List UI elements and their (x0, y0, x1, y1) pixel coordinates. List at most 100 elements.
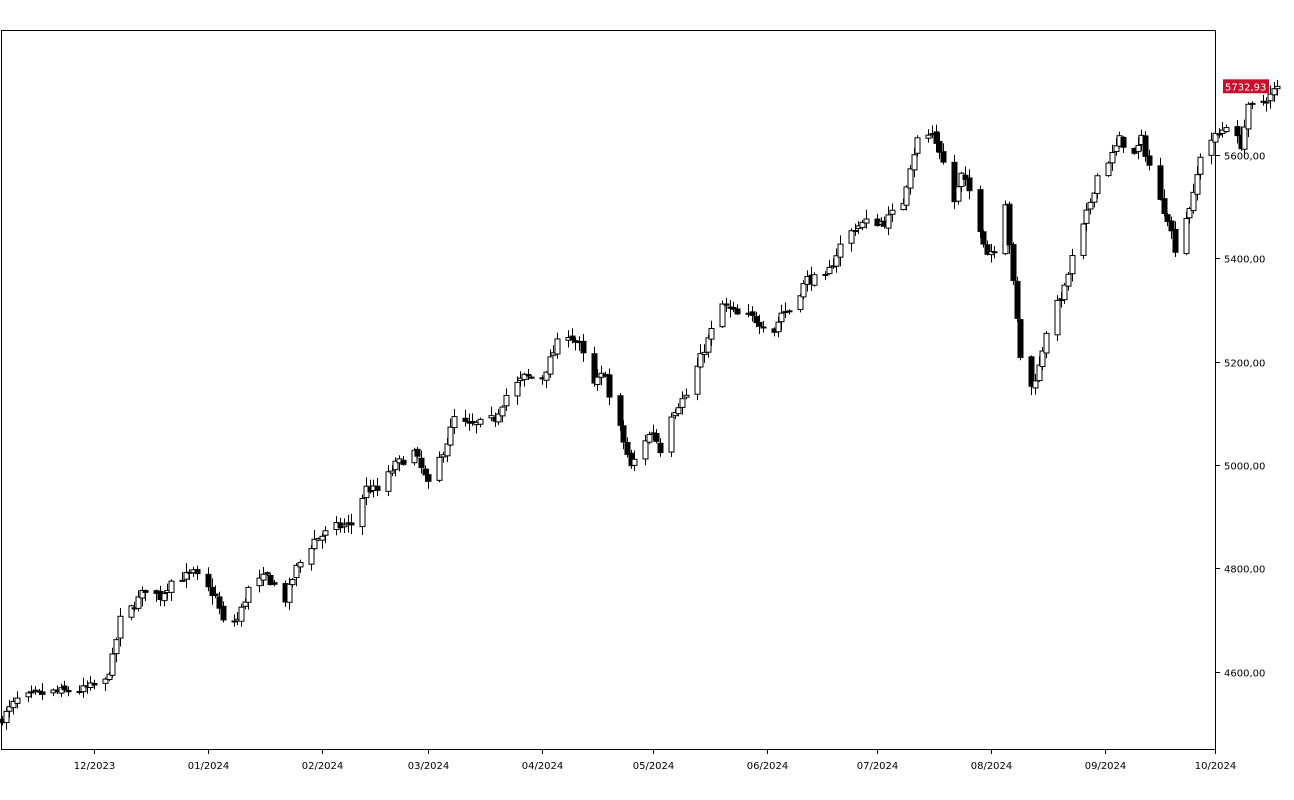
last-value-badge (1223, 79, 1269, 94)
candle-body-down (977, 189, 984, 232)
candle-body-down (91, 683, 98, 686)
candle-body-up (1061, 284, 1068, 301)
candle-body-up (914, 137, 921, 154)
candle-body-up (811, 274, 818, 286)
x-tick-label: 09/2024 (1085, 761, 1127, 772)
candle-body-up (488, 415, 495, 419)
candle-body-up (308, 548, 315, 565)
candle-body-down (756, 321, 763, 327)
candle-body-down (936, 140, 943, 153)
candle-body-up (392, 460, 399, 471)
candle-body-up (1197, 156, 1204, 175)
candle-body-down (271, 582, 278, 585)
candle-body-up (1135, 144, 1142, 152)
x-tick-label: 07/2024 (857, 761, 899, 772)
candle-body-up (668, 416, 675, 453)
candle-body-down (525, 374, 532, 377)
candle-body-up (447, 426, 454, 446)
candle-body-up (543, 371, 550, 381)
candle-body-up (1223, 127, 1230, 132)
candle-body-up (833, 255, 840, 267)
candle-body-down (212, 593, 219, 596)
candle-body-up (1183, 217, 1190, 254)
last-value-label: 5732,93 (1225, 82, 1266, 93)
candle-body-up (911, 154, 918, 171)
candle-body-down (730, 307, 737, 310)
candle-body-up (238, 606, 245, 622)
candle-body-up (109, 653, 116, 676)
candles-layer (0, 79, 1281, 730)
candle-body-down (194, 569, 201, 575)
candle-body-up (1080, 223, 1087, 256)
candle-body-up (28, 691, 35, 694)
x-tick-label: 01/2024 (188, 761, 230, 772)
x-tick-label: 06/2024 (747, 761, 789, 772)
candle-body-up (697, 353, 704, 368)
candle-body-up (477, 418, 484, 425)
candle-body-up (289, 578, 296, 586)
candle-body-up (14, 697, 21, 704)
candle-body-down (220, 605, 227, 621)
candle-body-down (753, 315, 760, 324)
candle-body-up (786, 310, 793, 313)
candle-body-up (1105, 162, 1112, 177)
x-axis: 12/2023 01/2024 02/2024 03/2024 04/2024 05/20… (74, 749, 1237, 772)
candle-body-up (1069, 255, 1076, 275)
candle-body-down (348, 522, 355, 526)
candle-body-up (594, 376, 601, 385)
candle-body-up (495, 413, 502, 423)
candle-body-up (907, 168, 914, 189)
candle-body-up (528, 376, 535, 379)
candle-body-up (102, 678, 109, 684)
candle-body-up (260, 573, 267, 581)
candle-body-down (39, 691, 46, 695)
candle-body-up (708, 328, 715, 340)
candle-body-up (925, 134, 932, 139)
candle-body-up (293, 564, 300, 579)
candle-body-down (580, 340, 587, 354)
candle-body-up (1091, 192, 1098, 203)
candle-body-up (168, 580, 175, 593)
candle-body-up (1241, 126, 1248, 150)
candle-body-down (606, 374, 613, 398)
candle-body-up (245, 586, 252, 603)
candle-body-down (1172, 228, 1179, 253)
candle-body-down (1120, 136, 1127, 148)
candle-body-up (1249, 102, 1256, 105)
candle-body-up (852, 229, 859, 232)
candle-body-down (418, 457, 425, 469)
candle-body-down (1142, 135, 1149, 157)
candle-body-up (322, 530, 329, 536)
candle-body-up (1271, 88, 1278, 96)
candle-body-up (1245, 103, 1252, 130)
x-tick-label: 02/2024 (302, 761, 344, 772)
y-tick-label: 5000,00 (1224, 462, 1265, 473)
candle-body-up (642, 440, 649, 460)
candle-body-up (80, 685, 87, 693)
candle-body-up (128, 605, 135, 618)
candle-body-down (940, 151, 947, 163)
x-tick-label: 10/2024 (1195, 761, 1237, 772)
candle-body-down (1168, 220, 1175, 232)
candle-body-down (264, 572, 271, 575)
candle-body-down (991, 251, 998, 254)
candle-body-down (65, 690, 72, 693)
candle-body-down (984, 244, 991, 255)
y-tick-label: 4800,00 (1224, 565, 1265, 576)
candle-body-up (719, 303, 726, 328)
candle-body-up (436, 456, 443, 481)
candle-body-up (694, 365, 701, 395)
candle-body-up (389, 470, 396, 474)
candle-body-up (1263, 101, 1270, 104)
candle-body-up (775, 321, 782, 333)
candle-body-up (679, 398, 686, 408)
candle-body-up (1043, 332, 1050, 354)
y-tick-label: 4600,00 (1224, 669, 1265, 680)
candle-body-up (1039, 350, 1046, 367)
candle-body-up (1186, 208, 1193, 219)
candle-body-up (286, 583, 293, 603)
candle-body-up (822, 273, 829, 276)
y-tick-label: 5600,00 (1224, 152, 1265, 163)
candle-body-up (514, 381, 521, 397)
